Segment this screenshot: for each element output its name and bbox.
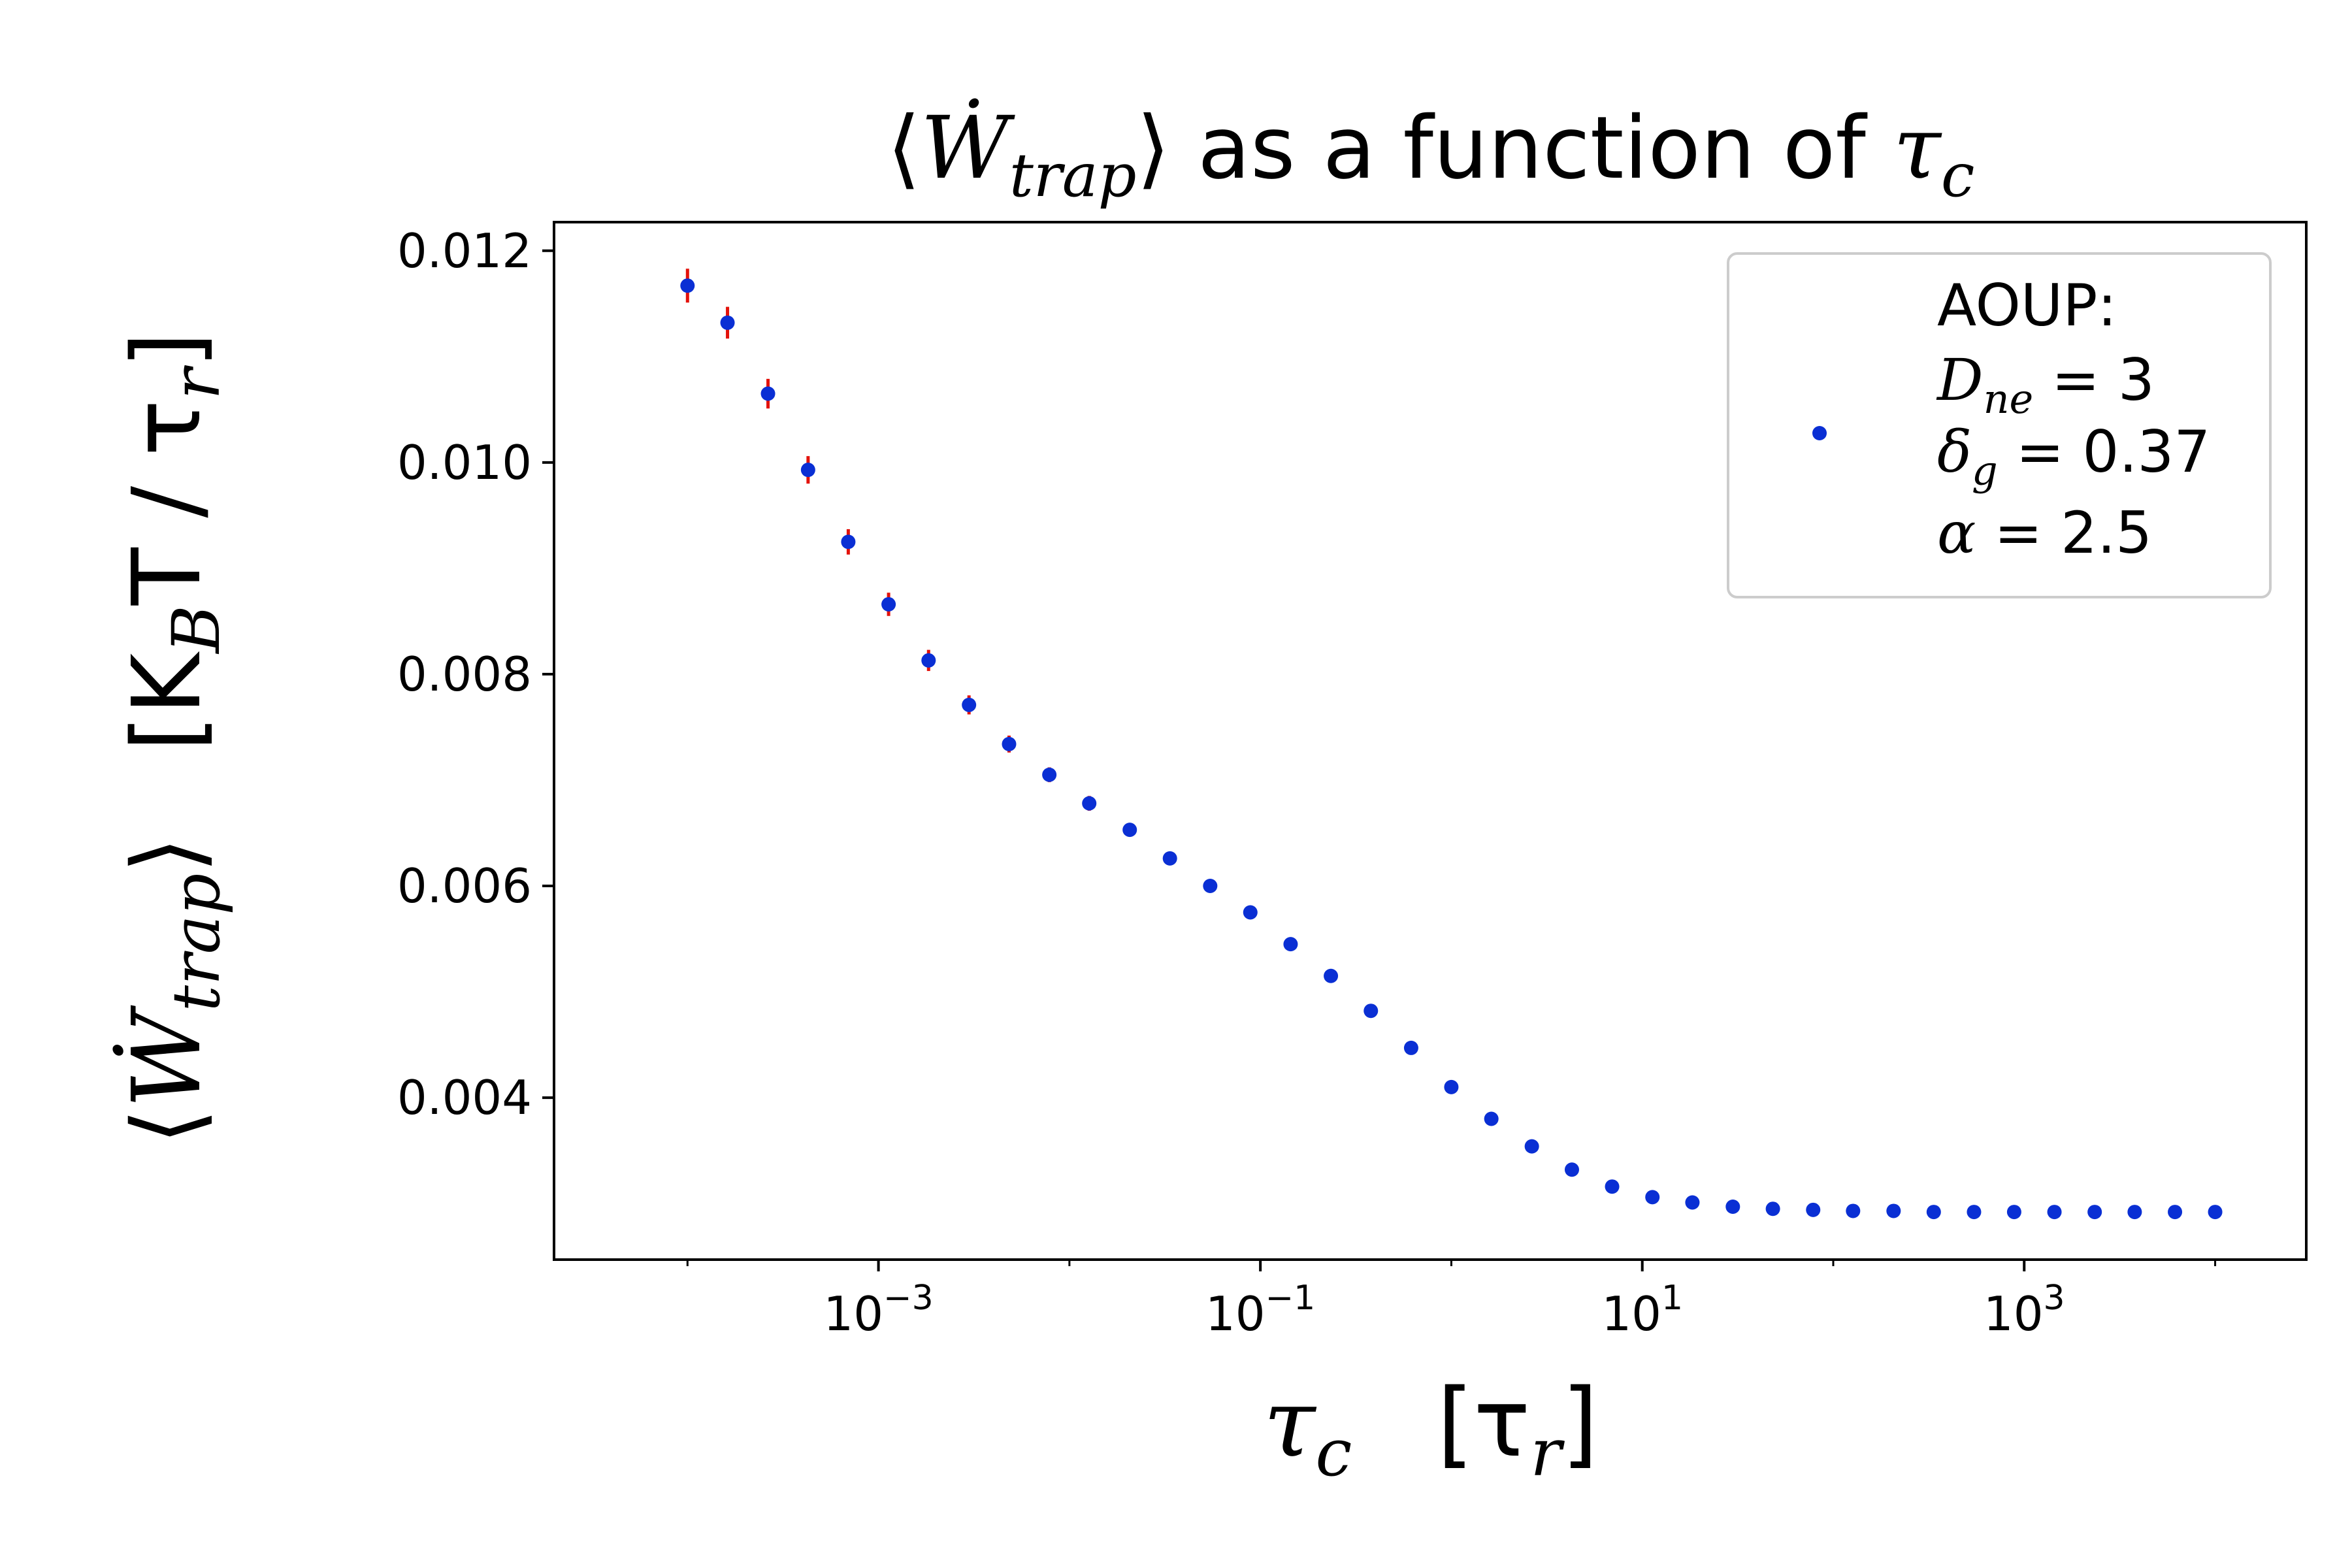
- data-marks: [680, 269, 2223, 1220]
- data-point: [800, 463, 815, 478]
- data-point: [1042, 767, 1057, 782]
- x-axis: 10−3 10−1 101 103: [686, 1260, 2217, 1341]
- y-tick-label: 0.004: [397, 1070, 532, 1125]
- data-point: [962, 697, 977, 712]
- y-tick-label: 0.012: [397, 223, 532, 278]
- data-point: [2087, 1205, 2102, 1220]
- data-point: [1605, 1179, 1620, 1194]
- data-point: [2127, 1205, 2142, 1220]
- data-point: [1524, 1139, 1539, 1154]
- data-point: [1403, 1040, 1418, 1055]
- data-point: [680, 278, 695, 293]
- data-point: [1484, 1111, 1499, 1126]
- x-tick-label: 10−1: [1205, 1279, 1315, 1341]
- data-point: [1645, 1190, 1660, 1205]
- legend-line-4: α = 2.5: [1937, 499, 2152, 566]
- legend-line-3: δg = 0.37: [1937, 418, 2210, 495]
- legend: AOUP: Dne = 3 δg = 0.37 α = 2.5: [1727, 252, 2272, 598]
- data-point: [2047, 1205, 2062, 1220]
- data-point: [1283, 937, 1298, 952]
- plot-area: [553, 221, 2308, 1261]
- data-point: [881, 596, 896, 612]
- data-point: [1806, 1202, 1821, 1217]
- chart-title: ⟨Ẇtrap⟩ as a function of τc: [887, 97, 1975, 210]
- data-point: [921, 653, 936, 668]
- data-point: [1967, 1205, 1982, 1220]
- x-tick-label: 10−3: [823, 1279, 933, 1341]
- data-point: [1243, 905, 1258, 920]
- data-point: [841, 534, 856, 549]
- data-point: [720, 315, 735, 330]
- x-axis-label: τc [τr]: [1264, 1368, 1599, 1491]
- data-point: [1324, 968, 1339, 983]
- data-point: [1886, 1203, 1901, 1218]
- y-axis-label: ⟨Ẇtrap⟩[KBT / τr]: [112, 332, 235, 1145]
- axes-frame: [553, 221, 2308, 1261]
- legend-marker: [1812, 426, 1827, 440]
- y-tick-label: 0.008: [397, 647, 532, 702]
- data-point: [1926, 1205, 1941, 1220]
- y-tick-label: 0.010: [397, 435, 532, 490]
- legend-box: [1727, 252, 2272, 598]
- data-point: [1444, 1079, 1459, 1094]
- x-tick-label: 101: [1601, 1279, 1683, 1341]
- data-point: [1203, 878, 1218, 893]
- y-axis: 0.004 0.006 0.008 0.010 0.012: [397, 223, 554, 1125]
- data-point: [1725, 1199, 1740, 1214]
- data-point: [2006, 1205, 2021, 1220]
- data-point: [1364, 1004, 1379, 1019]
- data-point: [1122, 823, 1137, 838]
- data-point: [1564, 1162, 1579, 1177]
- data-point: [1002, 736, 1017, 751]
- data-point: [1082, 796, 1097, 811]
- data-point: [1162, 851, 1177, 866]
- data-point: [1685, 1195, 1700, 1210]
- legend-line-1: AOUP:: [1937, 272, 2117, 339]
- data-point: [2208, 1205, 2223, 1220]
- data-point: [1765, 1201, 1780, 1217]
- data-point: [1846, 1203, 1861, 1218]
- data-point: [2168, 1205, 2183, 1220]
- legend-line-2: Dne = 3: [1936, 346, 2155, 423]
- data-point: [760, 386, 776, 401]
- x-tick-label: 103: [1984, 1279, 2065, 1341]
- y-tick-label: 0.006: [397, 858, 532, 913]
